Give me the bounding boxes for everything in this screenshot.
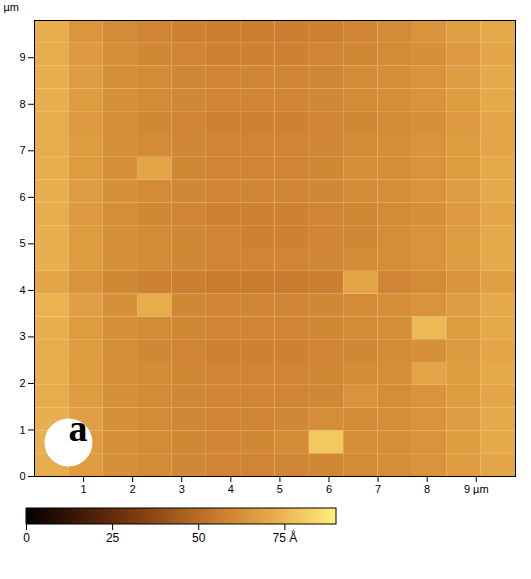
svg-text:6: 6	[326, 483, 332, 495]
svg-text:9 µm: 9 µm	[464, 483, 489, 495]
svg-text:9: 9	[19, 51, 25, 63]
svg-text:6: 6	[19, 191, 25, 203]
svg-text:4: 4	[19, 284, 25, 296]
svg-text:0: 0	[19, 470, 25, 482]
svg-text:3: 3	[179, 483, 185, 495]
svg-text:µm: µm	[4, 1, 20, 13]
svg-text:7: 7	[19, 144, 25, 156]
svg-text:8: 8	[424, 483, 430, 495]
svg-text:1: 1	[19, 423, 25, 435]
svg-text:3: 3	[19, 330, 25, 342]
svg-text:5: 5	[277, 483, 283, 495]
svg-text:50: 50	[192, 531, 206, 545]
svg-text:2: 2	[130, 483, 136, 495]
svg-text:2: 2	[19, 377, 25, 389]
svg-text:5: 5	[19, 237, 25, 249]
svg-text:7: 7	[375, 483, 381, 495]
svg-text:25: 25	[106, 531, 120, 545]
svg-text:75 Å: 75 Å	[272, 530, 297, 545]
svg-text:1: 1	[81, 483, 87, 495]
svg-text:0: 0	[23, 531, 30, 545]
svg-text:8: 8	[19, 98, 25, 110]
svg-text:4: 4	[228, 483, 234, 495]
svg-text:a: a	[69, 407, 88, 449]
